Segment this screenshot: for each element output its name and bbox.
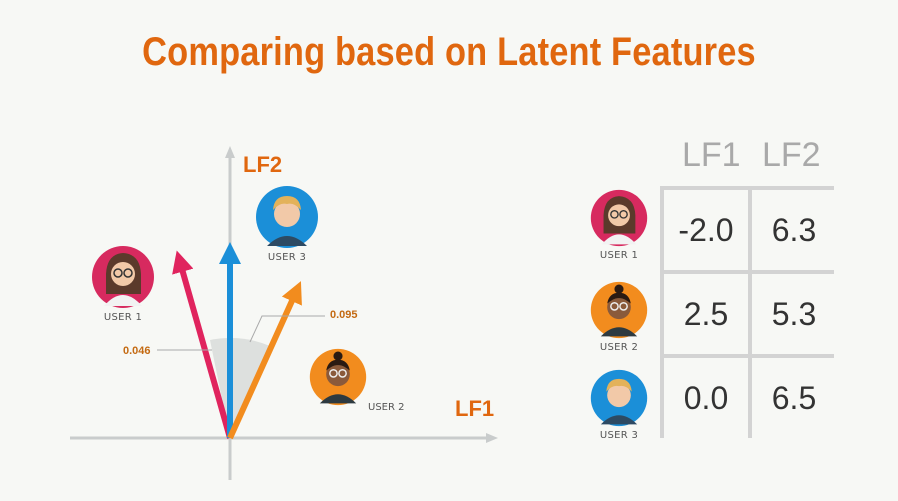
man-blond-avatar [256,186,318,248]
angle-label-user1-user3: 0.046 [123,345,151,357]
table-row-user1: USER 1 [584,188,654,261]
table-row-user3: USER 3 [584,368,654,441]
y-axis-label: LF2 [243,152,282,177]
plot-user1: USER 1 [88,244,158,323]
plot-user3-caption: USER 3 [267,252,307,263]
table-cell-user1-lf2: 6.3 [752,190,836,270]
plot-user2 [308,347,368,407]
table-user1-caption: USER 1 [599,250,639,261]
table-user2-caption: USER 2 [599,342,639,353]
angle-leader-2 [249,315,325,343]
woman-glasses-dark-avatar [309,348,367,406]
woman-glasses-avatar [590,189,648,247]
woman-glasses-dark-avatar [590,281,648,339]
woman-glasses-avatar [92,246,154,308]
page-title: Comparing based on Latent Features [142,30,756,74]
man-blond-avatar [590,369,648,427]
x-axis-label: LF1 [455,396,494,421]
plot-user2-caption: USER 2 [368,402,405,413]
table-cell-user3-lf2: 6.5 [752,358,836,438]
plot-user3: USER 3 [252,184,322,263]
table-cell-user3-lf1: 0.0 [664,358,748,438]
plot-user1-caption: USER 1 [103,312,143,323]
table-cell-user2-lf2: 5.3 [752,274,836,354]
table-row-user2: USER 2 [584,280,654,353]
latent-feature-table: -2.0 6.3 2.5 5.3 0.0 6.5 [660,186,836,438]
table-cell-user1-lf1: -2.0 [664,190,748,270]
table-cell-user2-lf1: 2.5 [664,274,748,354]
angle-label-user3-user2: 0.095 [330,309,358,321]
table-user3-caption: USER 3 [599,430,639,441]
table-header-lf2: LF2 [762,136,821,174]
table-header-lf1: LF1 [682,136,741,174]
